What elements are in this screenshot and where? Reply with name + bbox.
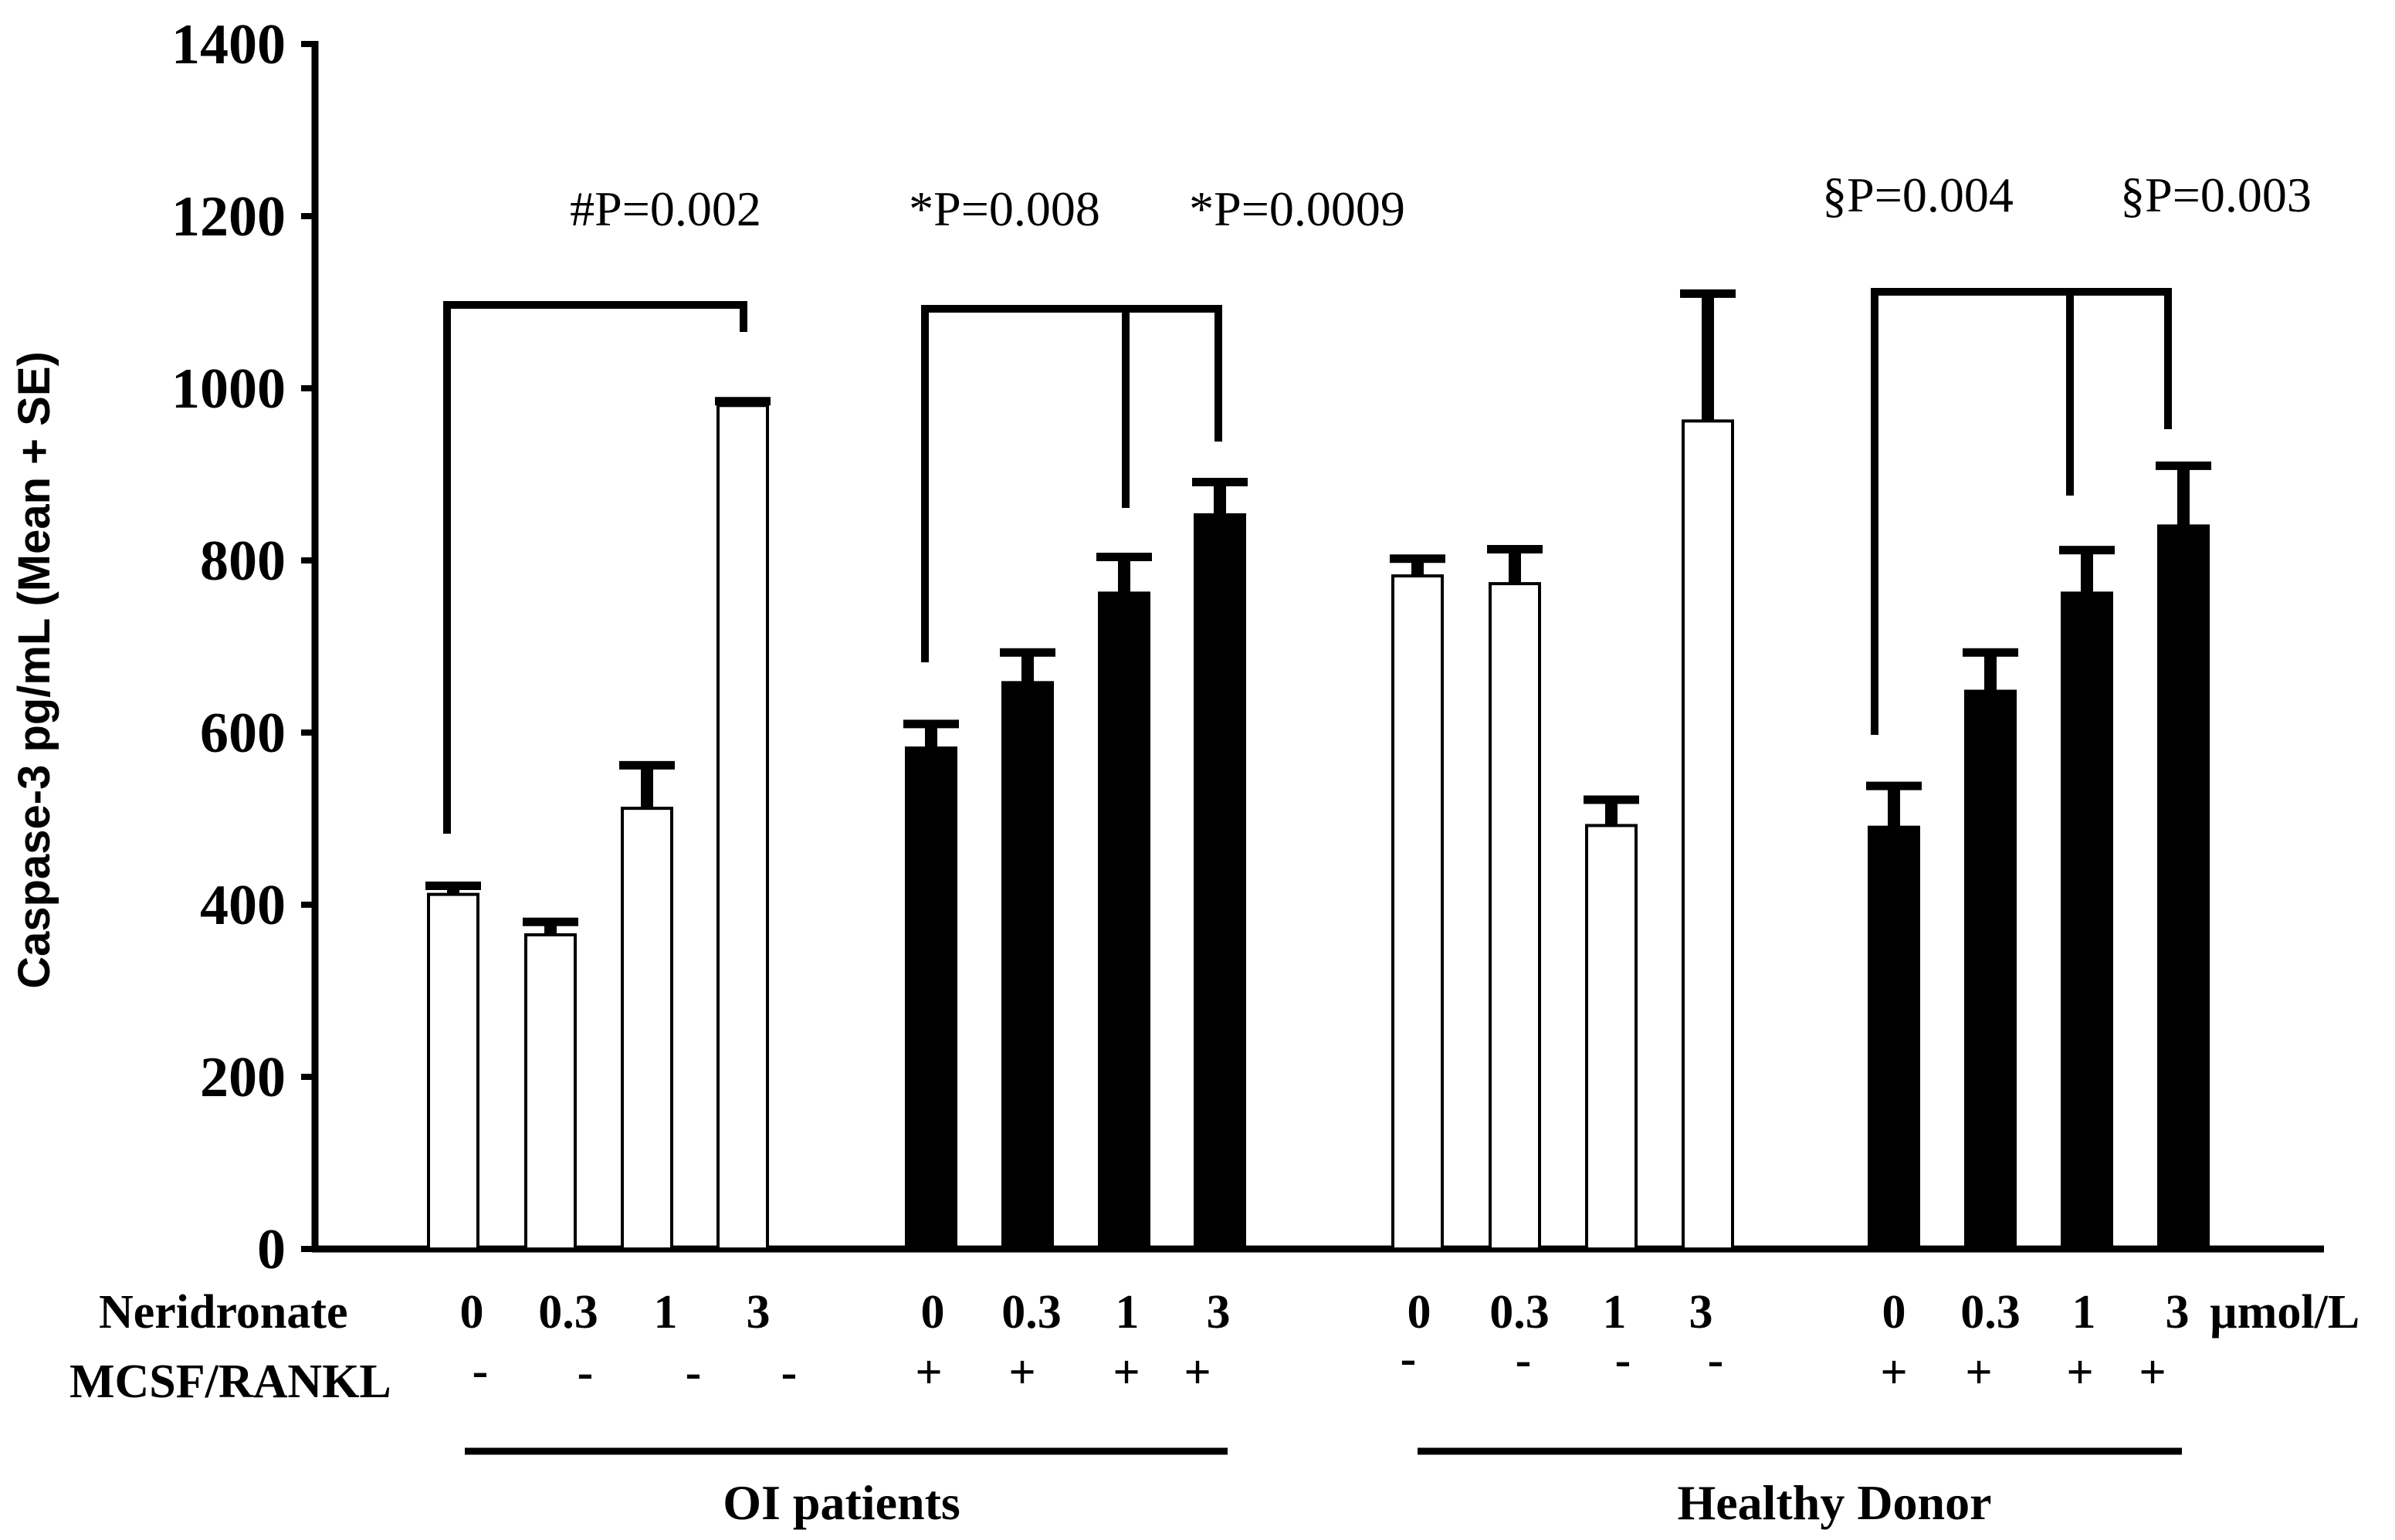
mcsf-label: - <box>1708 1334 1724 1386</box>
dose-label: 0 <box>460 1286 484 1339</box>
y-tick-label: 1400 <box>171 13 286 76</box>
mcsf-label: - <box>1615 1334 1631 1386</box>
bar <box>1194 513 1246 1251</box>
p-value-annotation: *P=0.008 <box>909 181 1100 236</box>
dose-label: 3 <box>2166 1286 2190 1339</box>
p-value-annotation: *P=0.0009 <box>1189 181 1405 236</box>
dose-label: 0.3 <box>1001 1286 1062 1339</box>
dose-label: 3 <box>1689 1286 1713 1339</box>
mcsf-label: - <box>781 1346 798 1399</box>
dose-label: 1 <box>1116 1286 1140 1339</box>
mcsf-label: + <box>2066 1346 2093 1399</box>
group-label: Healthy Donor <box>1677 1475 1991 1530</box>
dose-label: 1 <box>654 1286 678 1339</box>
y-tick-label: 1200 <box>171 185 286 249</box>
y-tick-label: 600 <box>200 702 286 765</box>
bar <box>1001 681 1054 1251</box>
bar <box>2157 524 2210 1251</box>
mcsf-label: - <box>686 1346 702 1399</box>
bar <box>905 746 957 1251</box>
y-tick-label: 400 <box>200 874 286 937</box>
mcsf-label: + <box>915 1346 942 1399</box>
dose-label: 1 <box>2072 1286 2096 1339</box>
bar <box>1391 574 1444 1251</box>
bar <box>1098 591 1150 1251</box>
dose-label: 1 <box>1603 1286 1627 1339</box>
bar <box>1489 582 1541 1251</box>
dose-label: 0 <box>921 1286 945 1339</box>
dose-label: 3 <box>747 1286 771 1339</box>
mcsf-label: - <box>1516 1334 1532 1386</box>
bar <box>427 892 479 1251</box>
dose-label: 0.3 <box>1489 1286 1550 1339</box>
mcsf-label: + <box>2139 1346 2166 1399</box>
dose-label: 0.3 <box>1960 1286 2021 1339</box>
neridronate-row-label: Neridronate <box>99 1286 348 1339</box>
p-value-annotation: §P=0.003 <box>2120 168 2312 222</box>
dose-label: 0 <box>1408 1286 1431 1339</box>
y-tick-label: 200 <box>200 1046 286 1109</box>
bar <box>716 404 769 1251</box>
dose-label: 3 <box>1207 1286 1231 1339</box>
bar <box>1868 825 1920 1251</box>
dose-label: 0.3 <box>538 1286 598 1339</box>
y-tick-label: 1000 <box>171 357 286 421</box>
bar <box>1682 419 1734 1251</box>
dose-label: 0 <box>1882 1286 1906 1339</box>
mcsf-label: - <box>1401 1332 1417 1385</box>
p-value-annotation: §P=0.004 <box>1822 168 2014 222</box>
mcsf-label: + <box>1113 1346 1140 1399</box>
bar <box>1964 689 2017 1251</box>
unit-label: µmol/L <box>2210 1286 2359 1339</box>
bar <box>524 933 577 1251</box>
mcsf-label: - <box>473 1345 489 1397</box>
mcsf-label: + <box>1184 1346 1211 1399</box>
mcsf-label: + <box>1008 1346 1035 1399</box>
p-value-annotation: #P=0.002 <box>570 181 761 236</box>
y-tick-label: 800 <box>200 530 286 593</box>
bar <box>1585 824 1638 1251</box>
mcsf-row-label: MCSF/RANKL <box>69 1356 391 1408</box>
mcsf-label: - <box>578 1346 594 1399</box>
bar <box>2061 591 2113 1251</box>
bar <box>621 807 673 1251</box>
mcsf-label: + <box>1880 1346 1907 1399</box>
y-tick-label: 0 <box>257 1218 286 1281</box>
group-label: OI patients <box>723 1475 960 1530</box>
mcsf-label: + <box>1965 1346 1992 1399</box>
y-axis-label: Caspase-3 pg/mL (Mean + SE) <box>9 351 59 989</box>
